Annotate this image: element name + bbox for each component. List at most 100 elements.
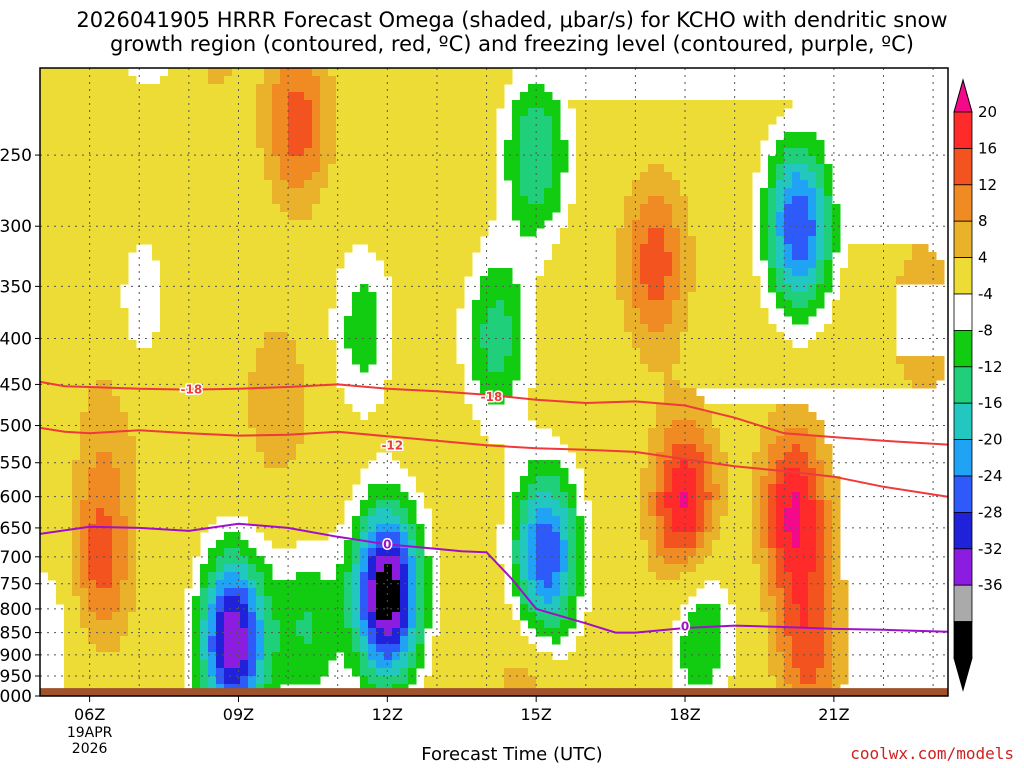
omega-cell (248, 372, 305, 381)
omega-cell (416, 556, 425, 565)
omega-cell (304, 388, 345, 397)
colorbar-segment (953, 402, 973, 441)
omega-cell (776, 676, 785, 685)
omega-cell (40, 476, 73, 485)
omega-cell (520, 580, 529, 589)
omega-cell (640, 268, 673, 277)
omega-cell (640, 244, 665, 253)
omega-cell (88, 572, 113, 581)
x-axis-title: Forecast Time (UTC) (421, 744, 603, 765)
omega-cell (112, 612, 129, 621)
omega-cell (352, 356, 377, 365)
omega-cell (512, 564, 521, 573)
omega-cell (416, 580, 425, 589)
omega-cell (728, 468, 753, 477)
omega-cell (120, 580, 137, 589)
omega-cell (592, 596, 689, 605)
omega-cell (816, 228, 825, 237)
omega-cell (272, 540, 297, 549)
omega-cell (792, 588, 809, 597)
omega-cell (520, 124, 553, 133)
omega-cell (312, 140, 321, 149)
omega-cell (536, 292, 617, 301)
omega-cell (672, 172, 753, 181)
omega-cell (816, 332, 897, 341)
omega-cell (816, 524, 825, 533)
omega-cell (160, 284, 337, 293)
omega-cell (128, 628, 185, 637)
source-credit[interactable]: coolwx.com/models (850, 744, 1014, 763)
omega-cell (304, 436, 489, 445)
omega-cell (40, 68, 129, 77)
omega-cell (112, 388, 249, 397)
omega-cell (320, 140, 337, 149)
omega-cell (424, 612, 433, 621)
omega-cell (72, 540, 81, 549)
omega-cell (760, 236, 769, 245)
omega-cell (648, 556, 665, 565)
omega-cell (552, 572, 561, 581)
omega-cell (320, 156, 337, 165)
omega-cell (440, 564, 505, 573)
omega-cell (352, 596, 361, 605)
omega-cell (528, 588, 537, 597)
omega-cell (512, 532, 521, 541)
colorbar-tick-label: -8 (978, 321, 993, 339)
omega-cell (440, 556, 497, 565)
omega-cell (120, 596, 137, 605)
y-tick-label: 250 (0, 146, 32, 166)
omega-cell (80, 556, 89, 565)
omega-cell (824, 516, 833, 525)
omega-cell (88, 548, 113, 557)
omega-cell (592, 580, 705, 589)
omega-cell (40, 76, 137, 85)
omega-cell (832, 316, 897, 325)
omega-cell (432, 540, 497, 549)
omega-cell (376, 604, 401, 613)
omega-cell (256, 564, 273, 573)
omega-cell (720, 484, 729, 493)
y-axis: 2503003504004505005506006507007508008509… (0, 146, 40, 707)
omega-cell (160, 260, 345, 269)
omega-cell (824, 524, 833, 533)
omega-cell (440, 588, 505, 597)
omega-cell (760, 516, 769, 525)
omega-cell (368, 556, 377, 565)
omega-cell (408, 580, 417, 589)
omega-cell (336, 76, 513, 85)
omega-cell (776, 404, 809, 413)
omega-cell (664, 196, 689, 205)
omega-cell (368, 532, 377, 541)
chart-title-line-1: 2026041905 HRRR Forecast Omega (shaded, … (76, 8, 948, 32)
omega-cell (368, 628, 377, 637)
omega-cell (584, 620, 673, 629)
omega-cell (288, 92, 305, 101)
omega-cell (800, 532, 817, 541)
omega-cell (360, 588, 369, 597)
y-tick-label: 550 (0, 454, 32, 474)
omega-cell (832, 532, 841, 541)
omega-cell (208, 628, 217, 637)
y-tick-label: 600 (0, 488, 32, 508)
omega-cell (520, 548, 529, 557)
omega-cell (808, 604, 825, 613)
omega-cell (376, 252, 473, 261)
omega-cell (376, 628, 385, 637)
omega-cell (816, 284, 833, 293)
omega-cell (768, 260, 777, 269)
omega-cell (64, 636, 89, 645)
omega-cell (560, 548, 569, 557)
omega-cell (88, 596, 121, 605)
omega-cell (672, 316, 689, 325)
omega-cell (112, 548, 129, 557)
omega-cell (736, 660, 769, 669)
omega-cell (40, 196, 273, 205)
omega-cell (248, 404, 305, 413)
omega-cell (544, 580, 553, 589)
x-tick-date: 19APR (67, 725, 113, 741)
omega-cell (752, 460, 769, 469)
omega-cell (480, 332, 513, 341)
omega-cell (784, 172, 793, 181)
omega-cell (816, 220, 825, 229)
omega-cell (320, 196, 497, 205)
